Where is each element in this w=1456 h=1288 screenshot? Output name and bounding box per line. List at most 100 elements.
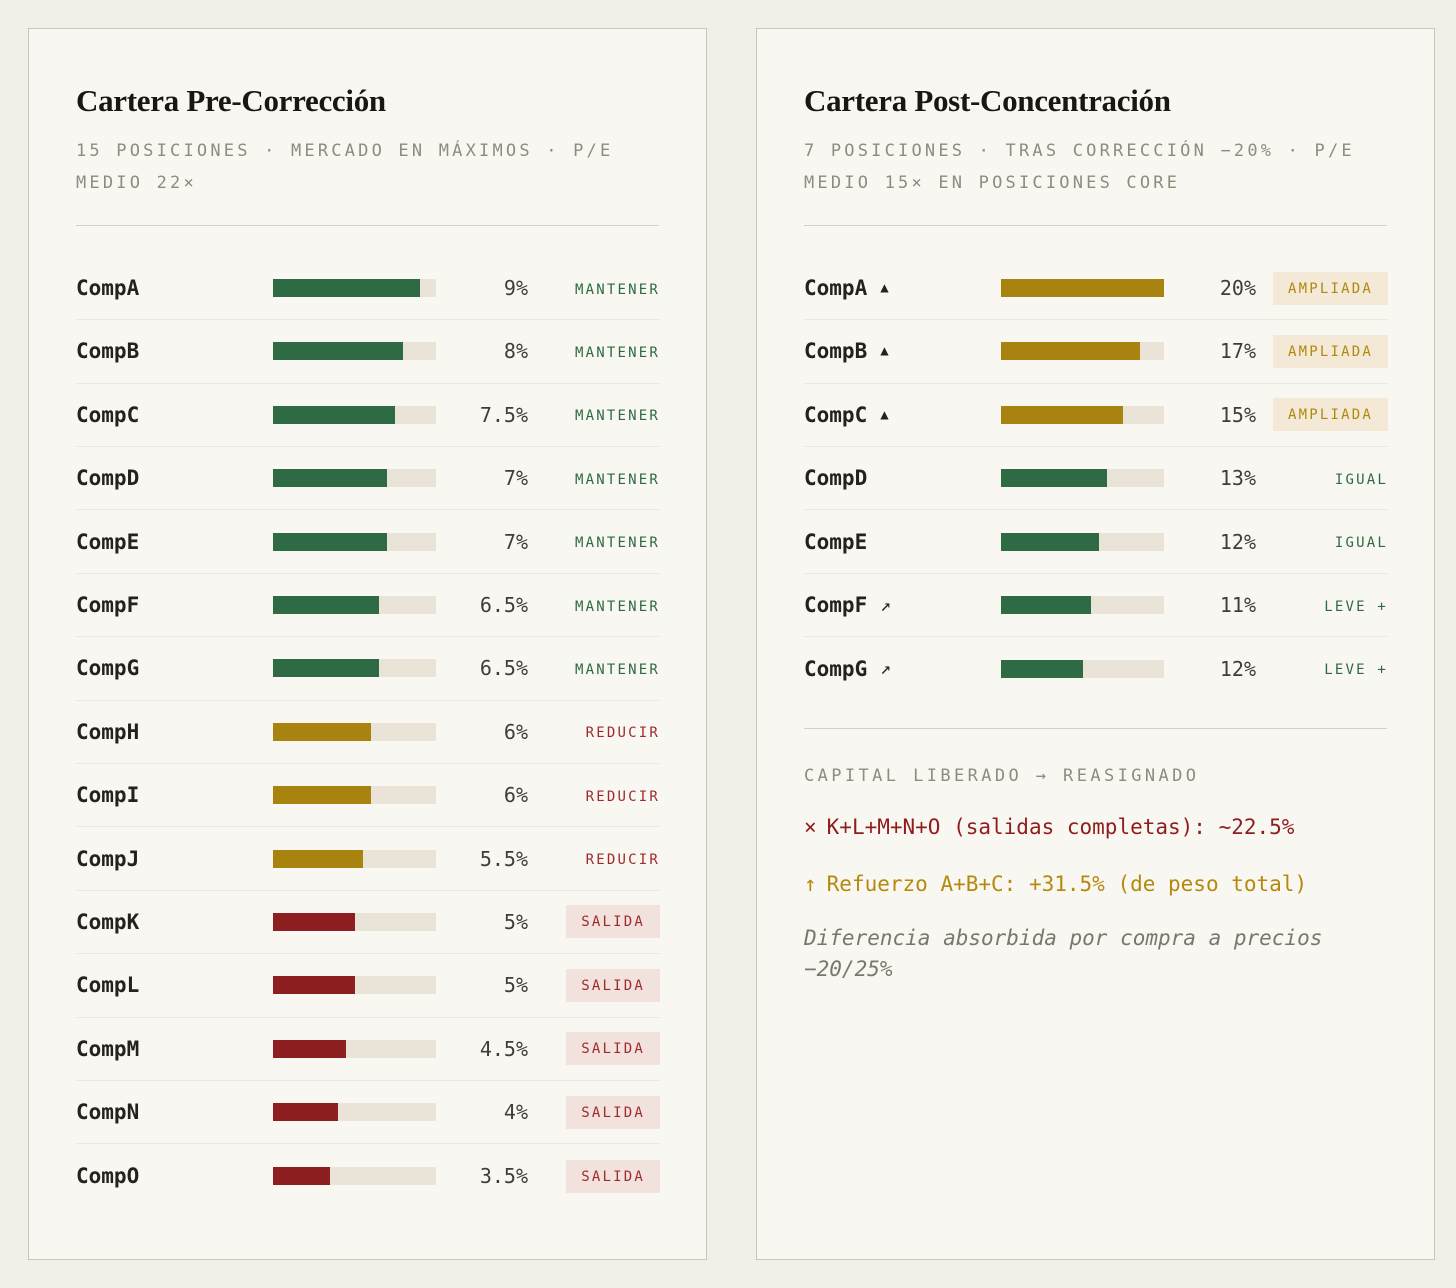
position-label: CompI [76,783,273,807]
allocation-percent: 17% [1219,339,1256,364]
action-label: SALIDA [566,1032,660,1066]
action-label: SALIDA [566,1159,660,1193]
position-label: CompE [804,530,1001,554]
allocation-bar-fill [273,659,379,678]
allocation-bar-fill [1001,659,1083,678]
position-label: CompK [76,910,273,934]
action-cell: AMPLIADA [1256,334,1388,368]
action-cell: REDUCIR [528,786,660,805]
action-cell: SALIDA [528,905,660,939]
allocation-percent: 5% [503,973,528,998]
position-name: CompG [804,656,868,681]
position-name: CompF [804,593,868,618]
allocation-bar-fill [273,279,420,298]
action-cell: SALIDA [528,1095,660,1129]
footer-line: × K+L+M+N+O (salidas completas): ~22.5% [804,812,1387,844]
position-name: CompL [76,973,140,998]
position-name: CompO [76,1164,140,1189]
panel-title-post: Cartera Post-Concentración [804,83,1171,118]
action-cell: AMPLIADA [1256,271,1388,305]
action-label: IGUAL [1334,471,1388,488]
action-label: SALIDA [566,1095,660,1129]
position-label: CompD [76,466,273,490]
triangle-up-icon: ▲ [880,343,889,360]
position-label: CompD [804,466,1001,490]
allocation-percent: 6.5% [479,593,528,618]
positions-list-pre: CompA 9% MANTENER CompB 8% MANTENER CompC 7.5% M… [76,257,660,1208]
allocation-bar-fill [273,405,396,424]
position-name: CompB [804,339,868,364]
triangle-up-icon: ▲ [880,406,889,423]
position-name: CompC [804,402,868,427]
allocation-bar-fill [273,976,355,995]
allocation-bar-track [1001,405,1164,424]
allocation-bar-track [273,279,436,298]
action-cell: IGUAL [1256,469,1388,488]
allocation-percent: 20% [1219,276,1256,301]
position-label: CompH [76,720,273,744]
allocation-bar-track [273,912,436,931]
action-label: AMPLIADA [1272,271,1388,305]
position-row: CompA ▲ 20% AMPLIADA [804,257,1388,321]
action-label: MANTENER [574,281,660,298]
allocation-bar-track [1001,469,1164,488]
action-cell: MANTENER [528,279,660,298]
footer-line-text: Diferencia absorbida por compra a precio… [804,925,1323,982]
position-label: CompC [76,403,273,427]
action-cell: MANTENER [528,342,660,361]
allocation-bar-track [1001,596,1164,615]
action-label: SALIDA [566,905,660,939]
position-label: CompA [76,276,273,300]
position-label: CompA ▲ [804,276,1001,300]
position-label: CompE [76,530,273,554]
allocation-percent: 7.5% [479,402,528,427]
arrow-up-right-icon: ↗ [880,658,892,680]
allocation-bar-fill [273,1039,347,1058]
exit-x-icon: × [804,814,817,839]
position-name: CompJ [76,846,140,871]
arrow-up-icon: ↑ [804,872,817,897]
action-label: REDUCIR [585,852,660,869]
panel-subtitle-post: 7 POSICIONES · TRAS CORRECCIÓN −20% · P/… [804,140,1355,194]
action-cell: REDUCIR [528,849,660,868]
action-cell: LEVE + [1256,596,1388,615]
allocation-bar-track [273,849,436,868]
allocation-bar-fill [273,912,355,931]
position-row: CompF 6.5% MANTENER [76,574,659,638]
allocation-percent: 6.5% [479,656,528,681]
allocation-bar-fill [273,469,388,488]
action-cell: REDUCIR [528,722,660,741]
allocation-bar-fill [273,722,371,741]
position-row: CompB 8% MANTENER [76,320,660,384]
allocation-bar-track [1001,342,1164,361]
position-row: CompJ 5.5% REDUCIR [76,827,660,891]
action-label: LEVE + [1324,662,1388,679]
action-label: AMPLIADA [1272,398,1388,432]
footer-line-text: Refuerzo A+B+C: +31.5% (de peso total) [826,872,1308,897]
position-name: CompF [76,593,140,618]
allocation-bar-track [273,722,436,741]
allocation-bar-fill [273,342,404,361]
header-divider [76,224,659,226]
position-row: CompK 5% SALIDA [76,891,660,955]
position-row: CompL 5% SALIDA [76,954,660,1018]
footer-heading: CAPITAL LIBERADO → REASIGNADO [804,765,1200,786]
allocation-bar-fill [1001,532,1099,551]
action-label: REDUCIR [585,725,660,742]
position-name: CompI [76,783,140,808]
section-divider [804,727,1387,729]
position-name: CompA [804,276,868,301]
position-name: CompM [76,1036,140,1061]
position-row: CompH 6% REDUCIR [76,701,660,765]
action-label: LEVE + [1324,598,1388,615]
position-row: CompI 6% REDUCIR [76,764,660,828]
allocation-bar-track [273,469,436,488]
position-name: CompA [76,276,140,301]
position-name: CompE [804,529,868,554]
position-label: CompB [76,339,273,363]
allocation-percent: 11% [1219,593,1256,618]
action-cell: SALIDA [528,1159,660,1193]
action-label: MANTENER [574,408,660,425]
position-row: CompG ↗ 12% LEVE + [804,637,1387,700]
